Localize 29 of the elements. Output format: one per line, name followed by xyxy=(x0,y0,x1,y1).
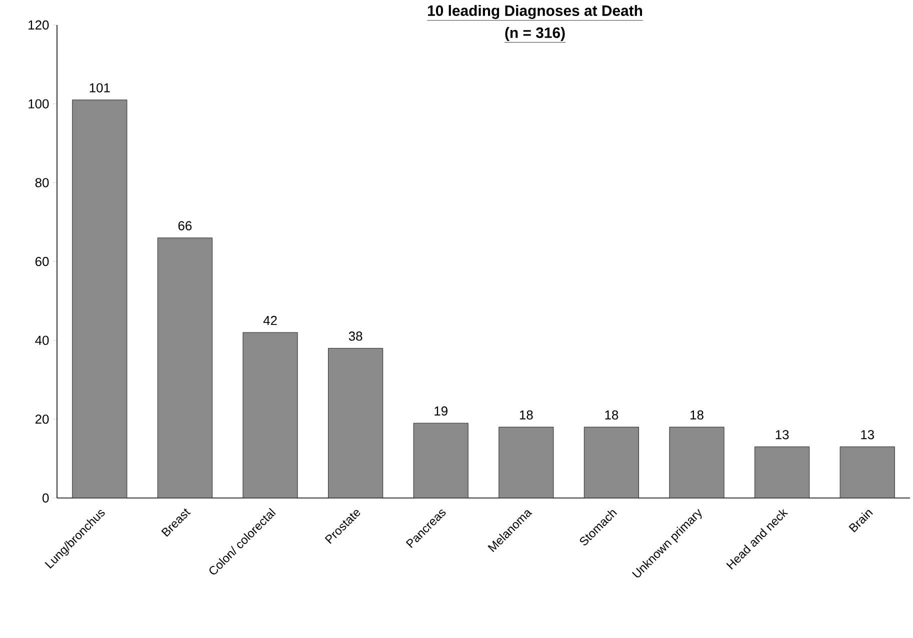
y-tick-label: 40 xyxy=(35,336,49,345)
bar xyxy=(754,446,810,498)
chart-title: 10 leading Diagnoses at Death xyxy=(428,5,642,19)
bar xyxy=(242,332,298,498)
data-label: 13 xyxy=(861,430,874,440)
data-label: 66 xyxy=(178,221,192,230)
chart-subtitle: (n = 316) xyxy=(505,27,565,41)
y-tick-label: 100 xyxy=(28,99,49,108)
bar xyxy=(157,238,212,498)
bar xyxy=(328,348,384,498)
data-label: 42 xyxy=(263,316,277,325)
data-label: 18 xyxy=(520,410,533,420)
bar xyxy=(498,426,554,498)
data-label: 18 xyxy=(605,410,618,420)
bar xyxy=(840,446,895,498)
data-label: 38 xyxy=(348,332,362,341)
data-label: 13 xyxy=(776,430,789,440)
bar xyxy=(584,426,639,498)
data-label: 101 xyxy=(90,83,110,92)
y-tick-label: 0 xyxy=(42,493,49,503)
bar xyxy=(413,422,468,498)
data-label: 19 xyxy=(434,406,448,416)
bar xyxy=(72,100,128,498)
data-label: 18 xyxy=(690,410,704,420)
bar xyxy=(669,426,724,498)
y-tick-label: 60 xyxy=(35,256,49,266)
y-tick-label: 120 xyxy=(28,20,49,30)
y-tick-label: 80 xyxy=(35,178,49,188)
y-tick-label: 20 xyxy=(35,414,49,424)
